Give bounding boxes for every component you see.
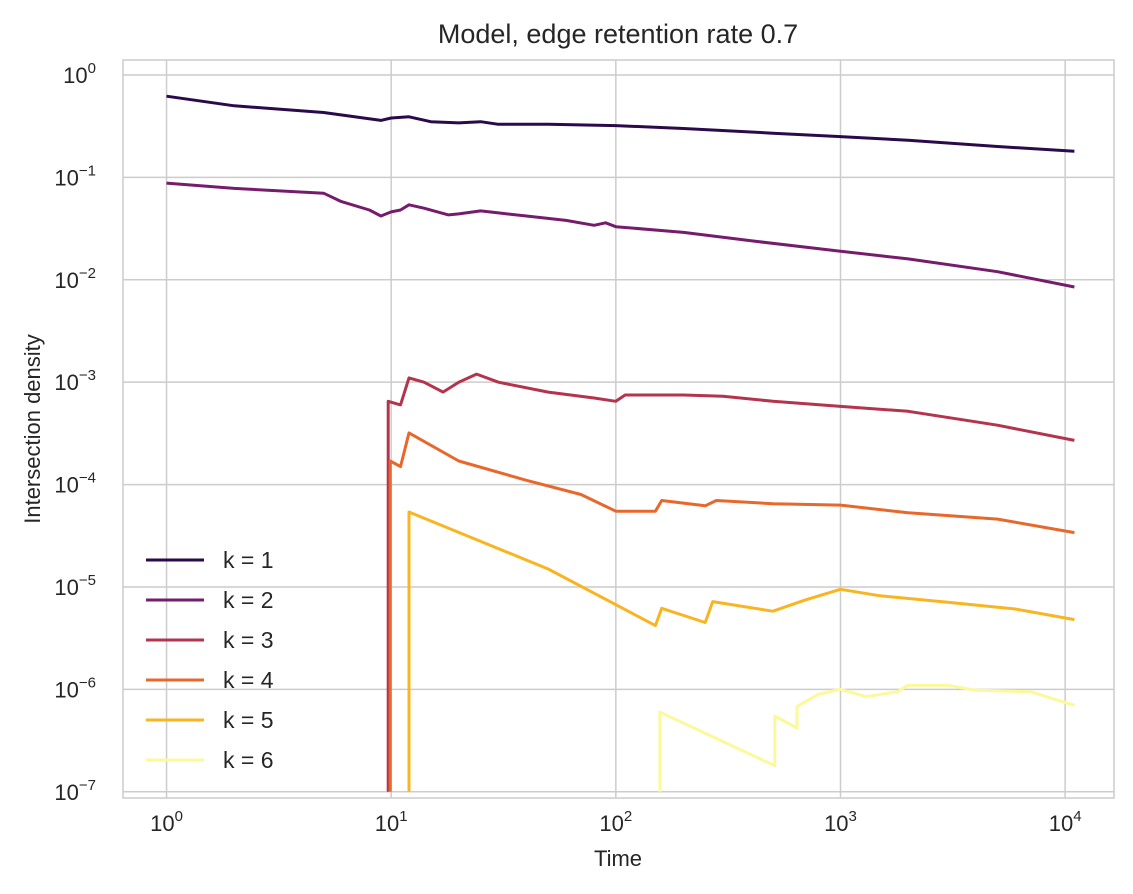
- legend-label: k = 3: [223, 627, 274, 653]
- series-line-k5: [407, 510, 1075, 792]
- y-tick-exponent: −6: [79, 674, 96, 691]
- y-tick-label: 10−7: [54, 777, 96, 805]
- legend-label: k = 4: [223, 667, 274, 693]
- legend-label: k = 2: [223, 587, 274, 613]
- x-tick-exponent: 2: [624, 808, 632, 825]
- x-tick-base: 10: [1049, 811, 1073, 836]
- x-tick-base: 10: [824, 811, 848, 836]
- legend: k = 1 k = 2 k = 3 k = 4 k = 5 k = 6: [146, 547, 274, 773]
- y-tick-base: 10: [54, 677, 78, 702]
- series-line-k3: [386, 372, 1075, 792]
- series-line-k6: [658, 683, 1075, 792]
- y-tick-exponent: −3: [79, 367, 96, 384]
- y-tick-exponent: −4: [79, 470, 96, 487]
- series-line-k4: [388, 431, 1075, 792]
- y-tick-base: 10: [54, 370, 78, 395]
- y-tick-label: 10−6: [54, 674, 96, 702]
- series-line-k2: [166, 181, 1075, 289]
- x-tick-exponent: 0: [175, 808, 183, 825]
- x-tick-base: 10: [375, 811, 399, 836]
- x-tick-exponent: 3: [849, 808, 857, 825]
- x-tick-label: 101: [375, 808, 408, 836]
- x-tick-base: 10: [599, 811, 623, 836]
- y-tick-label: 100: [63, 60, 96, 88]
- y-axis-title: Intersection density: [20, 334, 45, 524]
- y-tick-base: 10: [54, 473, 78, 498]
- y-tick-label: 10−4: [54, 470, 96, 498]
- x-axis-title: Time: [594, 846, 642, 871]
- series-lines: [166, 94, 1075, 792]
- x-tick-label: 102: [599, 808, 632, 836]
- chart-title: Model, edge retention rate 0.7: [438, 19, 798, 49]
- x-tick-exponent: 1: [399, 808, 407, 825]
- y-tick-exponent: −1: [79, 162, 96, 179]
- x-tick-label: 103: [824, 808, 857, 836]
- y-tick-base: 10: [63, 63, 87, 88]
- x-tick-labels: 100 101 102 103 104: [150, 808, 1081, 836]
- x-tick-base: 10: [150, 811, 174, 836]
- y-tick-exponent: 0: [88, 60, 96, 77]
- y-tick-exponent: −5: [79, 572, 96, 589]
- legend-label: k = 5: [223, 707, 274, 733]
- y-tick-base: 10: [54, 268, 78, 293]
- y-tick-exponent: −7: [79, 777, 96, 794]
- y-tick-label: 10−5: [54, 572, 96, 600]
- x-tick-exponent: 4: [1073, 808, 1081, 825]
- y-tick-base: 10: [54, 575, 78, 600]
- y-tick-label: 10−3: [54, 367, 96, 395]
- y-tick-label: 10−1: [54, 162, 96, 190]
- y-tick-base: 10: [54, 165, 78, 190]
- grid-lines: [123, 60, 1114, 798]
- legend-label: k = 6: [223, 747, 274, 773]
- legend-label: k = 1: [223, 547, 274, 573]
- x-tick-label: 104: [1049, 808, 1082, 836]
- plot-area: [122, 59, 1115, 799]
- series-line-k1: [166, 94, 1075, 153]
- y-tick-base: 10: [54, 780, 78, 805]
- y-tick-exponent: −2: [79, 265, 96, 282]
- x-tick-label: 100: [150, 808, 183, 836]
- y-tick-label: 10−2: [54, 265, 96, 293]
